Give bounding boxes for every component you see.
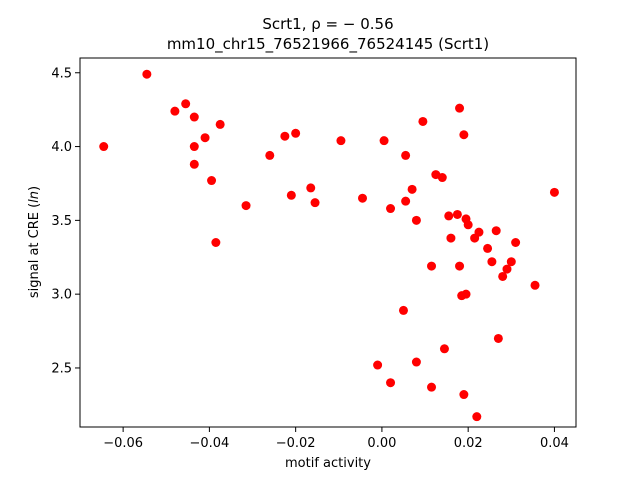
data-point-55 xyxy=(502,264,512,274)
data-point-51 xyxy=(487,257,497,267)
data-point-26 xyxy=(401,196,411,206)
data-point-21 xyxy=(379,136,389,146)
data-point-56 xyxy=(506,257,516,267)
data-point-53 xyxy=(493,333,503,343)
data-point-50 xyxy=(483,243,493,253)
data-point-57 xyxy=(511,238,521,247)
y-tick-label: 4.0 xyxy=(51,140,72,155)
data-point-37 xyxy=(446,233,456,243)
data-point-8 xyxy=(207,176,217,186)
plot-frame xyxy=(79,57,577,428)
data-point-2 xyxy=(170,106,180,116)
data-point-18 xyxy=(336,136,346,146)
data-point-46 xyxy=(463,220,473,230)
data-point-28 xyxy=(411,215,421,225)
data-point-42 xyxy=(459,130,469,140)
data-point-27 xyxy=(407,184,417,194)
x-axis: −0.06 −0.04 −0.02 0.00 0.02 0.04 xyxy=(103,427,569,451)
data-point-5 xyxy=(189,142,199,152)
data-point-10 xyxy=(215,119,225,129)
data-point-24 xyxy=(398,305,408,315)
x-tick-label: −0.06 xyxy=(103,436,143,451)
data-point-48 xyxy=(472,412,482,422)
y-tick-label: 2.5 xyxy=(51,361,72,376)
chart-title: Scrt1, ρ = − 0.56 xyxy=(262,15,393,33)
points-layer xyxy=(99,69,559,422)
x-tick-label: 0.04 xyxy=(540,436,569,451)
x-tick-label: 0.00 xyxy=(367,436,396,451)
data-point-1 xyxy=(142,69,152,79)
x-tick-label: −0.04 xyxy=(189,436,229,451)
data-point-9 xyxy=(211,238,221,247)
y-tick-label: 3.5 xyxy=(51,214,72,229)
data-point-54 xyxy=(498,271,508,281)
data-point-20 xyxy=(373,360,383,370)
data-point-6 xyxy=(189,159,199,169)
data-point-25 xyxy=(401,150,411,160)
data-point-40 xyxy=(455,261,465,271)
data-point-32 xyxy=(427,382,437,392)
y-tick-label: 4.5 xyxy=(51,66,72,81)
data-point-34 xyxy=(437,173,447,183)
y-tick-label: 3.0 xyxy=(51,288,72,303)
data-point-39 xyxy=(455,103,465,113)
data-point-59 xyxy=(549,187,559,197)
data-point-12 xyxy=(265,150,275,160)
y-axis: 2.5 3.0 3.5 4.0 4.5 xyxy=(51,66,80,376)
data-point-38 xyxy=(452,209,462,219)
data-point-19 xyxy=(358,193,368,203)
data-point-22 xyxy=(386,204,396,214)
data-point-36 xyxy=(444,211,454,221)
x-tick-label: 0.02 xyxy=(454,436,483,451)
chart-subtitle: mm10_chr15_76521966_76524145 (Scrt1) xyxy=(167,35,489,54)
data-point-29 xyxy=(411,357,421,367)
data-point-35 xyxy=(439,344,449,354)
data-point-11 xyxy=(241,201,251,211)
data-point-31 xyxy=(427,261,437,271)
data-point-16 xyxy=(306,183,316,193)
data-point-17 xyxy=(310,198,320,208)
data-point-15 xyxy=(291,128,301,138)
data-point-23 xyxy=(386,378,396,388)
data-point-7 xyxy=(200,133,210,143)
data-point-13 xyxy=(280,131,290,141)
data-point-3 xyxy=(181,99,191,109)
data-point-0 xyxy=(99,142,109,152)
data-point-52 xyxy=(491,226,501,236)
data-point-14 xyxy=(286,190,296,200)
y-axis-label: signal at CRE (ln) xyxy=(27,186,42,298)
data-point-45 xyxy=(461,289,471,299)
x-tick-label: −0.02 xyxy=(276,436,316,451)
data-point-43 xyxy=(459,390,469,400)
data-point-58 xyxy=(530,280,540,290)
data-point-30 xyxy=(418,116,428,126)
x-axis-label: motif activity xyxy=(285,456,371,471)
data-point-4 xyxy=(189,112,199,122)
data-point-49 xyxy=(474,227,484,237)
